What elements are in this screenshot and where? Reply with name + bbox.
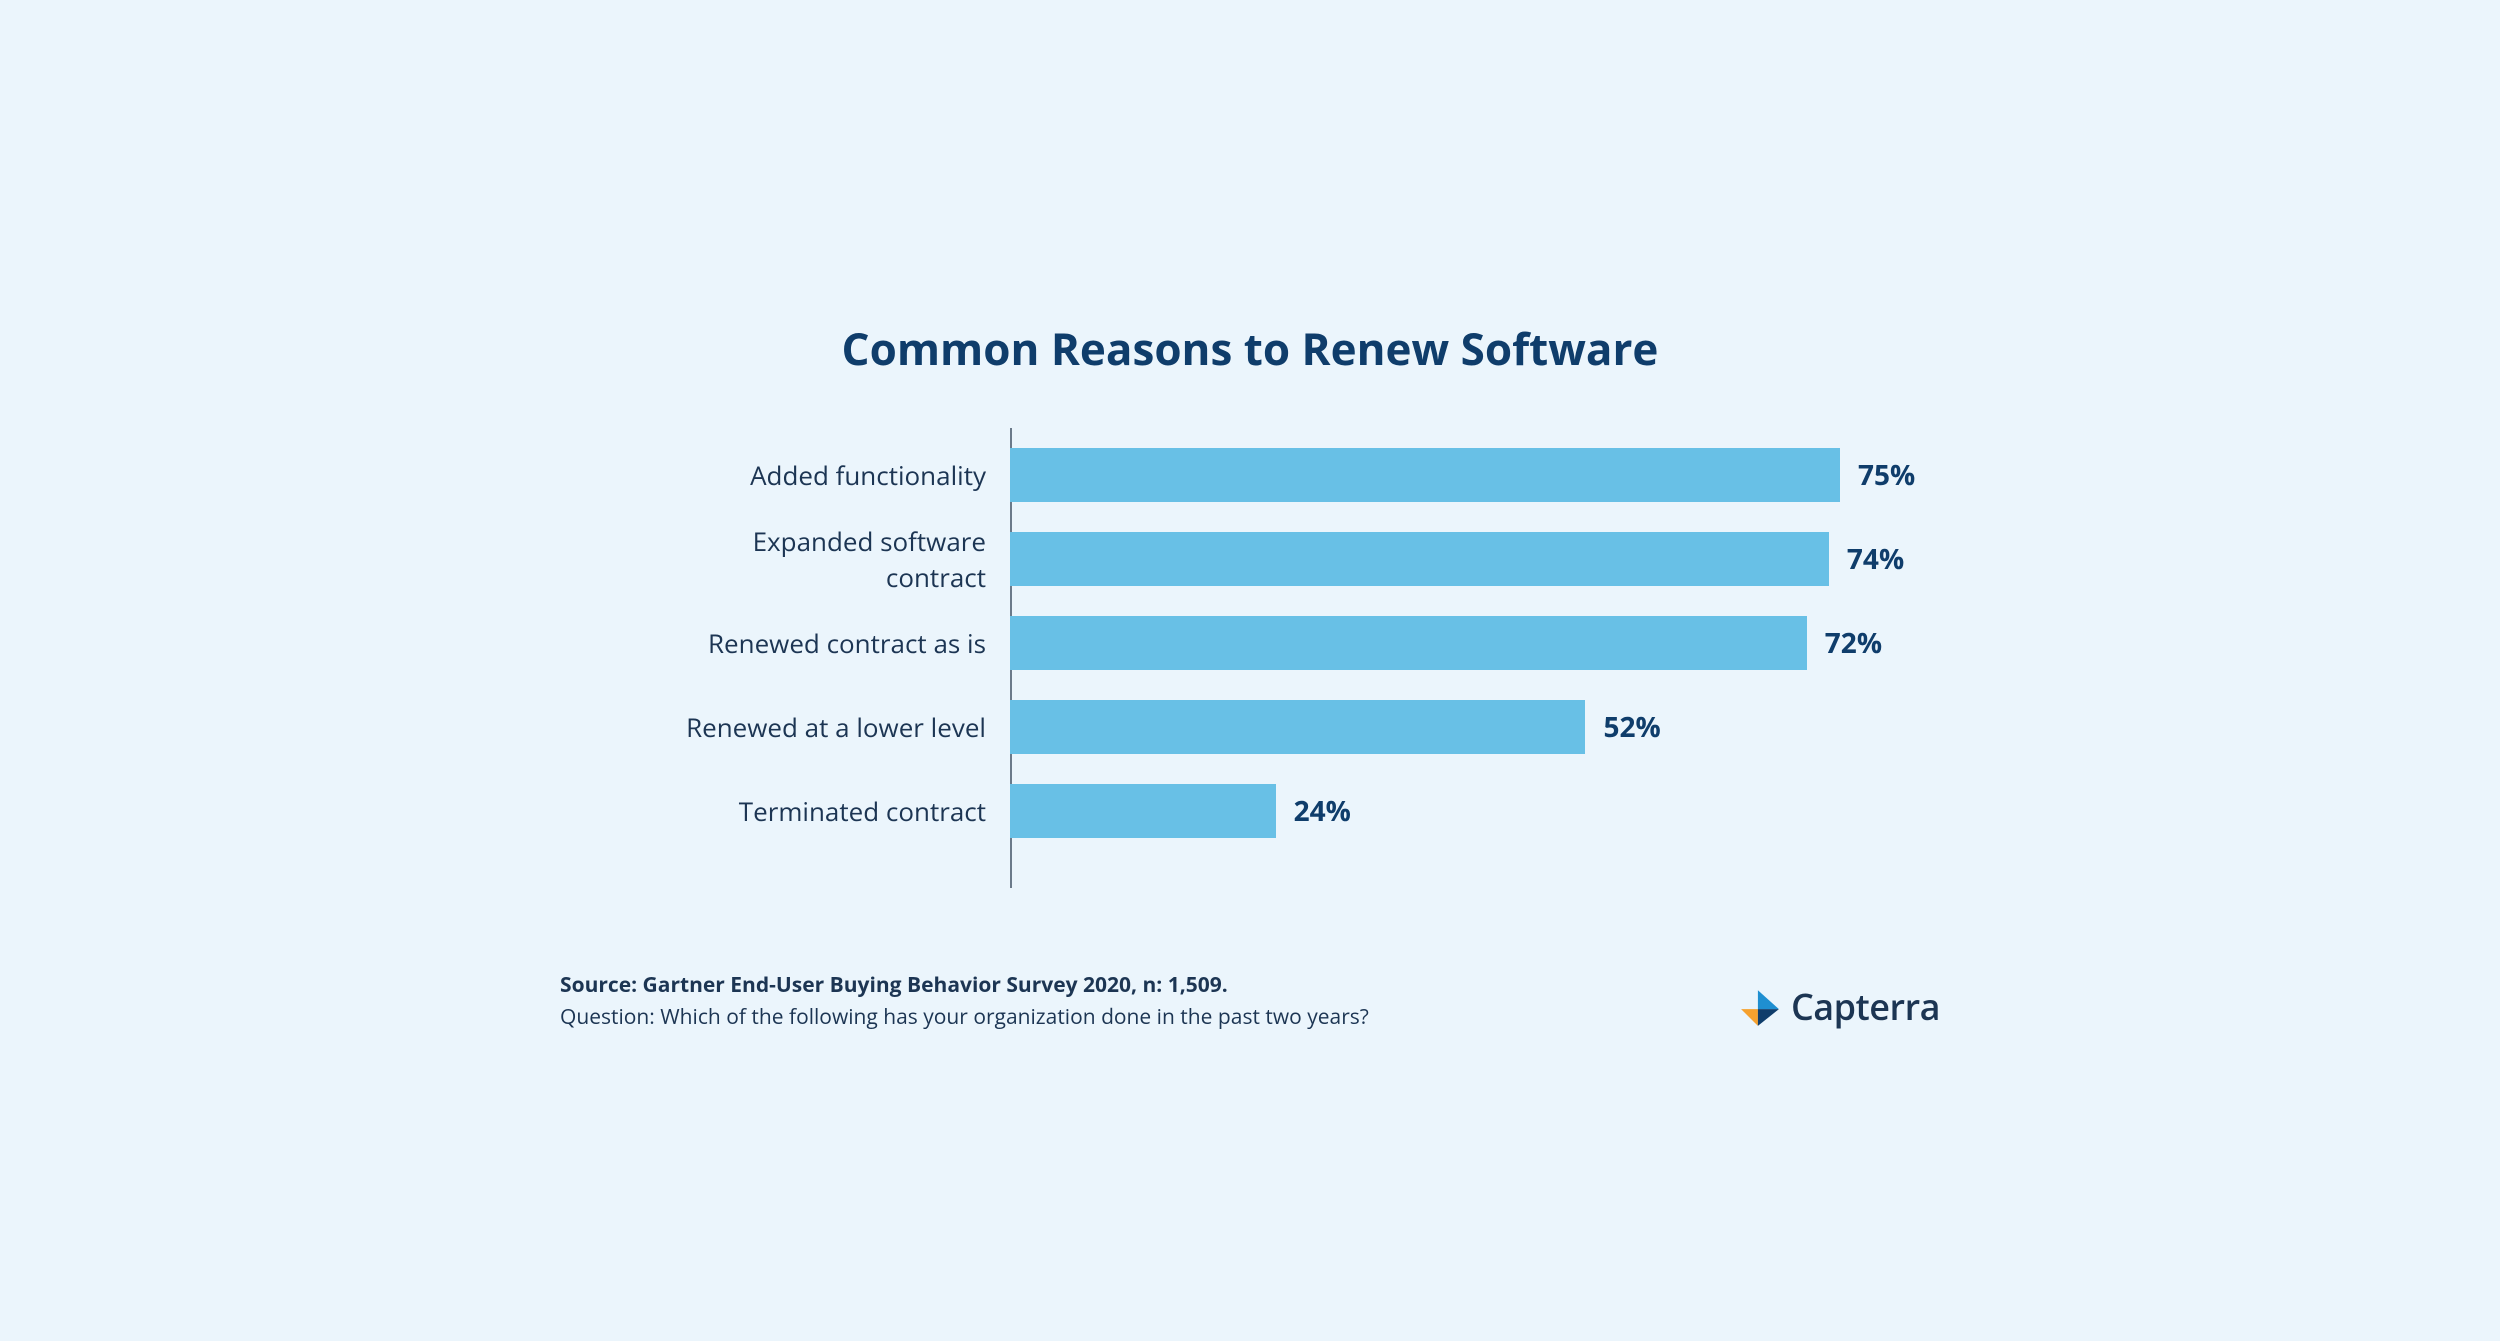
bar-row: Expanded software contract74% [660, 532, 1940, 586]
bar-track: 72% [1010, 616, 1910, 670]
bar-track: 52% [1010, 700, 1910, 754]
bar-fill [1010, 700, 1585, 754]
chart-title: Common Reasons to Renew Software [560, 318, 1940, 378]
bar-value-label: 52% [1603, 708, 1660, 746]
infographic-card: Common Reasons to Renew Software Added f… [500, 268, 2000, 1073]
bar-value-label: 72% [1825, 624, 1882, 662]
bar-value-label: 75% [1858, 456, 1915, 494]
bar-category-label: Renewed contract as is [660, 625, 1010, 661]
bar-rows-container: Added functionality75%Expanded software … [660, 448, 1940, 868]
bar-chart: Added functionality75%Expanded software … [660, 448, 1940, 898]
capterra-logo-text: Capterra [1791, 982, 1940, 1031]
capterra-logo: Capterra [1739, 982, 1940, 1031]
bar-category-label: Added functionality [660, 457, 1010, 493]
footer: Source: Gartner End-User Buying Behavior… [560, 971, 1940, 1031]
bar-row: Renewed at a lower level 52% [660, 700, 1940, 754]
source-block: Source: Gartner End-User Buying Behavior… [560, 971, 1369, 1031]
capterra-logo-icon [1739, 986, 1781, 1028]
bar-fill [1010, 448, 1840, 502]
question-line: Question: Which of the following has you… [560, 1003, 1369, 1031]
bar-category-label: Expanded software contract [660, 523, 1010, 595]
bar-fill [1010, 532, 1829, 586]
source-line: Source: Gartner End-User Buying Behavior… [560, 971, 1369, 999]
bar-track: 75% [1010, 448, 1910, 502]
bar-track: 74% [1010, 532, 1910, 586]
bar-category-label: Terminated contract [660, 793, 1010, 829]
bar-track: 24% [1010, 784, 1910, 838]
bar-value-label: 24% [1294, 792, 1351, 830]
bar-value-label: 74% [1847, 540, 1904, 578]
bar-row: Terminated contract 24% [660, 784, 1940, 838]
bar-fill [1010, 784, 1276, 838]
bar-fill [1010, 616, 1807, 670]
bar-row: Renewed contract as is 72% [660, 616, 1940, 670]
bar-row: Added functionality75% [660, 448, 1940, 502]
bar-category-label: Renewed at a lower level [660, 709, 1010, 745]
